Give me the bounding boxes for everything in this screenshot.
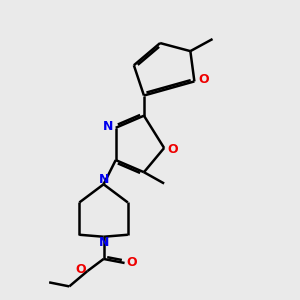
Text: N: N [98, 172, 109, 186]
Text: N: N [98, 236, 109, 248]
Text: O: O [198, 73, 208, 86]
Text: N: N [102, 120, 113, 133]
Text: O: O [168, 143, 178, 156]
Text: O: O [75, 263, 86, 276]
Text: O: O [127, 256, 137, 269]
